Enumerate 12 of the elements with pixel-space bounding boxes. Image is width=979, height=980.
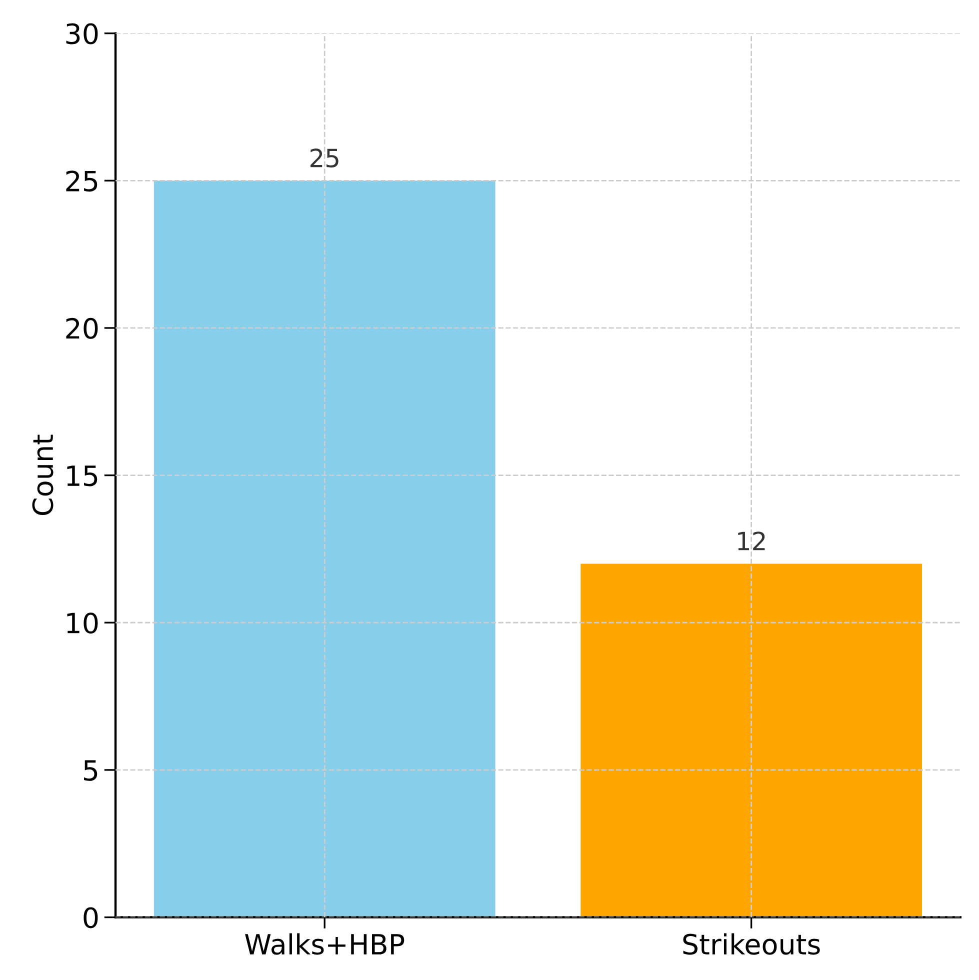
y-axis-title: Count	[32, 434, 54, 515]
y-tick-label: 5	[84, 760, 98, 781]
x-tick-label: Walks+HBP	[245, 933, 404, 955]
x-tick-label: Strikeouts	[683, 933, 820, 955]
data-label: 12	[738, 532, 765, 550]
y-tick-label: 10	[67, 612, 98, 634]
y-tick-label: 25	[66, 170, 98, 192]
y-tick-label: 15	[67, 466, 98, 486]
y-tick-label: 30	[66, 23, 98, 44]
data-label: 25	[310, 148, 338, 168]
y-tick-label: 0	[84, 907, 98, 928]
y-tick-label: 20	[66, 318, 98, 339]
